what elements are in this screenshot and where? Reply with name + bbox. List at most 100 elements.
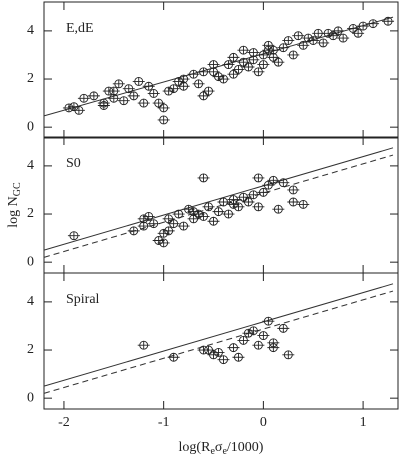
data-point (132, 76, 145, 86)
point-cross (242, 197, 255, 206)
data-point (257, 50, 270, 60)
point-cross (282, 350, 295, 359)
point-cross (207, 67, 220, 76)
point-cross (227, 200, 240, 209)
point-cross (137, 341, 150, 350)
data-point (137, 98, 150, 108)
point-cross (237, 193, 250, 202)
data-point (112, 79, 125, 89)
data-point (252, 67, 265, 77)
point-cross (177, 82, 190, 91)
data-point (202, 345, 215, 355)
data-point (202, 202, 215, 212)
point-cross (162, 214, 175, 223)
data-point (222, 209, 235, 219)
point-cross (107, 87, 120, 96)
point-cross (62, 103, 75, 112)
point-cross (217, 197, 230, 206)
point-cross (242, 62, 255, 71)
data-point (167, 219, 180, 229)
point-cross (157, 238, 170, 247)
fit-line (43, 16, 394, 117)
data-point (282, 36, 295, 45)
point-cross (262, 46, 275, 55)
data-point (187, 69, 200, 79)
panel-label: S0 (66, 156, 81, 171)
data-point (152, 98, 165, 108)
point-cross (322, 29, 335, 38)
point-cross (287, 197, 300, 206)
data-point (347, 24, 360, 33)
point-cross (262, 317, 275, 326)
point-cross (277, 178, 290, 187)
data-point (142, 81, 155, 91)
point-cross (227, 53, 240, 62)
point-cross (202, 87, 215, 96)
data-point (252, 173, 265, 183)
data-point (382, 16, 395, 26)
point-cross (297, 41, 310, 50)
data-point (237, 192, 250, 202)
point-cross (277, 43, 290, 52)
data-point (157, 115, 170, 125)
data-point (267, 175, 280, 185)
data-point (62, 103, 75, 113)
point-cross (137, 214, 150, 223)
data-point (212, 347, 225, 357)
data-point (252, 340, 265, 350)
data-point (172, 209, 185, 219)
data-point (227, 69, 240, 79)
data-point (237, 335, 250, 345)
y-axis-label-main: log N (6, 196, 21, 228)
point-cross (107, 94, 120, 103)
data-point (247, 190, 260, 200)
data-point (147, 219, 160, 229)
point-cross (127, 226, 140, 235)
data-point (217, 355, 230, 365)
point-cross (167, 84, 180, 93)
x-axis-label-part: e (222, 446, 227, 457)
point-cross (197, 91, 210, 100)
point-cross (207, 60, 220, 69)
x-tick-label: -1 (158, 415, 170, 430)
x-tick-label: -2 (58, 415, 70, 430)
point-cross (202, 202, 215, 211)
data-point (137, 214, 150, 224)
point-cross (292, 31, 305, 40)
point-cross (132, 77, 145, 86)
data-point (357, 21, 370, 31)
point-cross (157, 115, 170, 124)
data-point (257, 60, 270, 70)
data-point (212, 207, 225, 217)
data-point (257, 331, 270, 341)
point-cross (222, 210, 235, 219)
y-axis-label-sub: GC (12, 182, 23, 196)
data-point (127, 226, 140, 236)
point-cross (332, 26, 345, 35)
data-point (297, 199, 310, 209)
data-point (277, 178, 290, 188)
point-cross (277, 324, 290, 333)
data-point (367, 19, 380, 29)
data-point (122, 84, 135, 94)
data-point (282, 350, 295, 360)
data-point (322, 28, 335, 38)
point-cross (137, 222, 150, 231)
data-point (272, 57, 285, 67)
data-point (232, 352, 245, 362)
point-cross (212, 207, 225, 216)
point-cross (177, 75, 190, 84)
point-cross (272, 205, 285, 214)
point-cross (217, 355, 230, 364)
point-cross (212, 348, 225, 357)
point-cross (262, 181, 275, 190)
y-tick-label: 2 (27, 342, 34, 357)
point-cross (167, 219, 180, 228)
point-cross (187, 214, 200, 223)
data-point (87, 91, 100, 101)
y-tick-label: 4 (27, 23, 34, 38)
point-cross (257, 50, 270, 59)
point-cross (167, 353, 180, 362)
point-cross (227, 70, 240, 79)
